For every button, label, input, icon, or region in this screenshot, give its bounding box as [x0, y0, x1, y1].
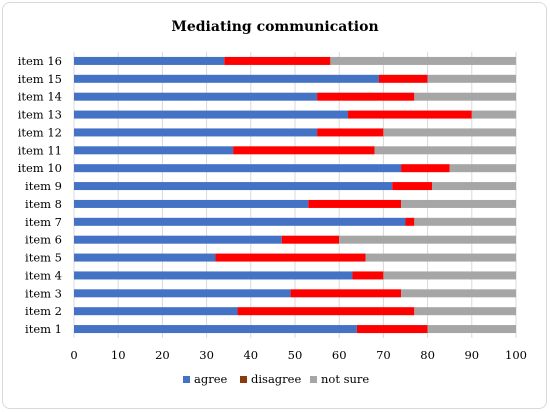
x-tick-100: 100 [505, 348, 527, 362]
bar-not-sure-item-5 [365, 253, 516, 262]
bar-disagree-item-15 [378, 74, 428, 83]
category-label-item-15: item 15 [18, 72, 62, 86]
category-label-item-3: item 3 [25, 286, 62, 300]
x-tick-90: 90 [464, 348, 479, 362]
bar-agree-item-7 [74, 217, 406, 226]
category-labels: item 1 item 2 item 3 item 4 item 5 item 6 item… [18, 54, 62, 336]
x-tick-30: 30 [199, 348, 214, 362]
bar-agree-item-12 [74, 128, 318, 137]
bar-not-sure-item-13 [471, 110, 516, 119]
category-label-item-14: item 14 [18, 90, 62, 104]
x-tick-40: 40 [243, 348, 258, 362]
category-label-item-4: item 4 [25, 268, 62, 282]
category-label-item-16: item 16 [18, 54, 62, 68]
bar-agree-item-8 [74, 199, 309, 208]
bar-disagree-item-10 [401, 164, 450, 173]
bar-agree-item-14 [74, 92, 318, 101]
category-label-item-5: item 5 [25, 251, 62, 265]
bar-not-sure-item-3 [401, 289, 516, 298]
bar-not-sure-item-9 [432, 182, 516, 191]
category-label-item-6: item 6 [25, 233, 62, 247]
bar-disagree-item-12 [317, 128, 384, 137]
category-label-item-8: item 8 [25, 197, 62, 211]
legend-swatch-agree [183, 376, 190, 383]
bar-not-sure-item-14 [414, 92, 516, 101]
x-tick-80: 80 [420, 348, 435, 362]
legend-label-agree: agree [194, 372, 228, 386]
category-label-item-11: item 11 [18, 143, 62, 157]
category-label-item-7: item 7 [25, 215, 62, 229]
category-label-item-10: item 10 [18, 161, 62, 175]
x-tick-60: 60 [332, 348, 347, 362]
bar-agree-item-11 [74, 146, 234, 155]
bar-disagree-item-7 [405, 217, 415, 226]
bar-disagree-item-2 [237, 307, 415, 316]
bar-not-sure-item-4 [383, 271, 516, 280]
bar-not-sure-item-12 [383, 128, 516, 137]
x-tick-0: 0 [70, 348, 77, 362]
legend-swatch-not-sure [310, 376, 317, 383]
bar-agree-item-13 [74, 110, 349, 119]
bar-not-sure-item-15 [427, 74, 516, 83]
bar-agree-item-15 [74, 74, 379, 83]
legend-swatch-disagree [240, 376, 247, 383]
bar-not-sure-item-2 [414, 307, 516, 316]
x-tick-50: 50 [288, 348, 303, 362]
category-label-item-1: item 1 [25, 322, 62, 336]
category-label-item-12: item 12 [18, 125, 62, 139]
bar-disagree-item-14 [317, 92, 415, 101]
bar-agree-item-2 [74, 307, 238, 316]
category-label-item-13: item 13 [18, 108, 62, 122]
legend-label-not-sure: not sure [321, 372, 369, 386]
bar-disagree-item-8 [308, 199, 402, 208]
bar-agree-item-1 [74, 325, 357, 334]
x-tick-20: 20 [155, 348, 170, 362]
category-label-item-9: item 9 [25, 179, 62, 193]
x-tick-70: 70 [376, 348, 391, 362]
bar-disagree-item-16 [224, 56, 331, 65]
bar-disagree-item-11 [233, 146, 375, 155]
bar-disagree-item-9 [392, 182, 433, 191]
bar-not-sure-item-1 [427, 325, 516, 334]
bar-agree-item-5 [74, 253, 216, 262]
bar-agree-item-16 [74, 56, 225, 65]
bar-agree-item-6 [74, 235, 282, 244]
chart-title: Mediating communication [171, 19, 378, 35]
category-label-item-2: item 2 [25, 304, 62, 318]
bar-not-sure-item-8 [401, 199, 516, 208]
x-tick-10: 10 [111, 348, 126, 362]
bar-not-sure-item-6 [339, 235, 516, 244]
bar-agree-item-10 [74, 164, 402, 173]
bar-agree-item-4 [74, 271, 353, 280]
x-tick-labels: 0 10 20 30 40 50 60 70 80 90 100 [70, 348, 527, 362]
bar-not-sure-item-7 [414, 217, 516, 226]
legend-label-disagree: disagree [251, 372, 301, 386]
legend: agree disagree not sure [183, 372, 369, 386]
bar-disagree-item-13 [348, 110, 472, 119]
bar-disagree-item-5 [215, 253, 366, 262]
bar-disagree-item-6 [281, 235, 340, 244]
bar-not-sure-item-16 [330, 56, 516, 65]
bar-not-sure-item-10 [449, 164, 516, 173]
bar-not-sure-item-11 [374, 146, 516, 155]
bars [74, 56, 516, 334]
bar-agree-item-3 [74, 289, 291, 298]
bar-agree-item-9 [74, 182, 393, 191]
bar-disagree-item-4 [352, 271, 384, 280]
bar-disagree-item-3 [290, 289, 402, 298]
bar-disagree-item-1 [356, 325, 428, 334]
